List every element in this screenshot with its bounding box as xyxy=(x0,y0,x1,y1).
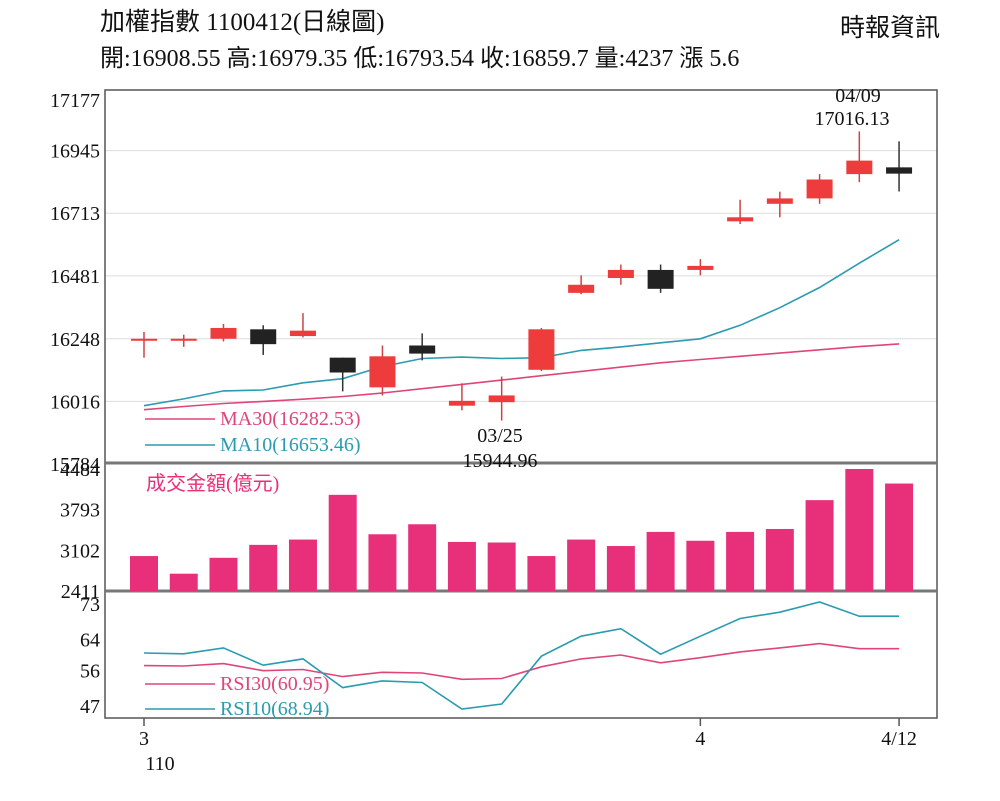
price-tick-label: 16945 xyxy=(50,141,100,163)
candle-up xyxy=(806,179,833,199)
chart-frame xyxy=(104,89,938,719)
x-tick-label: 3 xyxy=(139,728,149,750)
moving-averages xyxy=(143,239,900,411)
candle-up xyxy=(846,160,873,175)
volume-tick-label: 3793 xyxy=(60,500,100,522)
volume-bar xyxy=(567,539,596,591)
candle-up xyxy=(170,338,197,341)
ma30-legend: MA30(16282.53) xyxy=(220,408,361,430)
volume-bar xyxy=(447,541,476,591)
volume-bar xyxy=(169,573,198,591)
candles xyxy=(131,131,913,421)
candle-up xyxy=(528,329,555,370)
volume-bar xyxy=(726,531,755,591)
volume-bar xyxy=(209,557,238,591)
candle-up xyxy=(369,356,396,388)
high-value-label: 17016.13 xyxy=(815,108,890,130)
rsi-tick-label: 73 xyxy=(80,594,100,616)
chart-title: 加權指數 1100412(日線圖) xyxy=(100,9,385,36)
volume-title: 成交金額(億元) xyxy=(146,472,279,495)
price-tick-label: 15784 xyxy=(50,454,100,476)
candle-up xyxy=(488,395,515,403)
price-tick-label: 16481 xyxy=(50,266,100,288)
legends: 成交金額(億元) MA30(16282.53) MA10(16653.46) RSI3… xyxy=(145,408,361,720)
volume-bar xyxy=(686,540,715,591)
volume-bar xyxy=(765,528,794,591)
volume-bar xyxy=(646,531,675,591)
low-value-label: 15944.96 xyxy=(463,450,538,472)
high-date-label: 04/09 xyxy=(835,85,881,107)
volume-bars xyxy=(130,469,914,591)
candle-up xyxy=(607,269,634,279)
candle-up xyxy=(727,217,754,222)
volume-tick-label: 4484 xyxy=(60,459,100,481)
low-date-label: 03/25 xyxy=(477,425,523,447)
volume-bar xyxy=(845,469,874,591)
price-tick-label: 16248 xyxy=(50,329,100,351)
volume-bar xyxy=(130,556,158,591)
volume-bar xyxy=(288,539,317,591)
candle-up xyxy=(568,284,595,293)
candle-up xyxy=(210,327,237,339)
volume-bar xyxy=(487,542,516,591)
x-tick-label: 4 xyxy=(695,728,705,750)
volume-bar xyxy=(527,556,556,591)
frame-border xyxy=(104,89,938,719)
volume-bar xyxy=(606,546,635,591)
candle-down xyxy=(886,167,913,174)
source-label: 時報資訊 xyxy=(839,15,940,42)
ma10-line xyxy=(143,239,900,407)
candle-up xyxy=(289,330,316,337)
rsi30-line xyxy=(143,642,900,681)
volume-bar xyxy=(805,500,834,591)
rsi10-line xyxy=(143,601,900,710)
rsi-tick-label: 56 xyxy=(80,661,100,683)
volume-tick-label: 2411 xyxy=(61,581,100,603)
rsi10-legend: RSI10(68.94) xyxy=(220,698,329,720)
volume-tick-label: 3102 xyxy=(60,540,100,562)
volume-bar xyxy=(328,494,357,591)
x-tick-label: 4/12 xyxy=(881,728,917,750)
price-tick-label: 16713 xyxy=(50,203,100,225)
candle-down xyxy=(647,269,674,289)
candle-up xyxy=(687,265,714,270)
rsi-tick-label: 47 xyxy=(80,696,100,718)
candle-down xyxy=(409,345,436,354)
candle-up xyxy=(131,338,157,341)
price-tick-label: 17177 xyxy=(50,90,100,112)
price-tick-label: 16016 xyxy=(50,391,100,413)
ohlc-stats: 開:16908.55 高:16979.35 低:16793.54 收:16859… xyxy=(100,46,740,72)
rsi-lines xyxy=(143,601,900,710)
candle-down xyxy=(250,329,277,345)
rsi-tick-label: 64 xyxy=(80,629,100,651)
x-tick-sublabel: 110 xyxy=(145,753,174,775)
candle-down xyxy=(329,357,356,373)
rsi30-legend: RSI30(60.95) xyxy=(220,673,329,695)
candle-up xyxy=(448,400,475,406)
volume-bar xyxy=(885,483,914,591)
candle-up xyxy=(766,198,793,204)
volume-bar xyxy=(408,524,437,591)
volume-bar xyxy=(249,544,278,591)
ma10-legend: MA10(16653.46) xyxy=(220,434,361,456)
volume-bar xyxy=(368,534,397,591)
ma30-line xyxy=(143,343,900,411)
